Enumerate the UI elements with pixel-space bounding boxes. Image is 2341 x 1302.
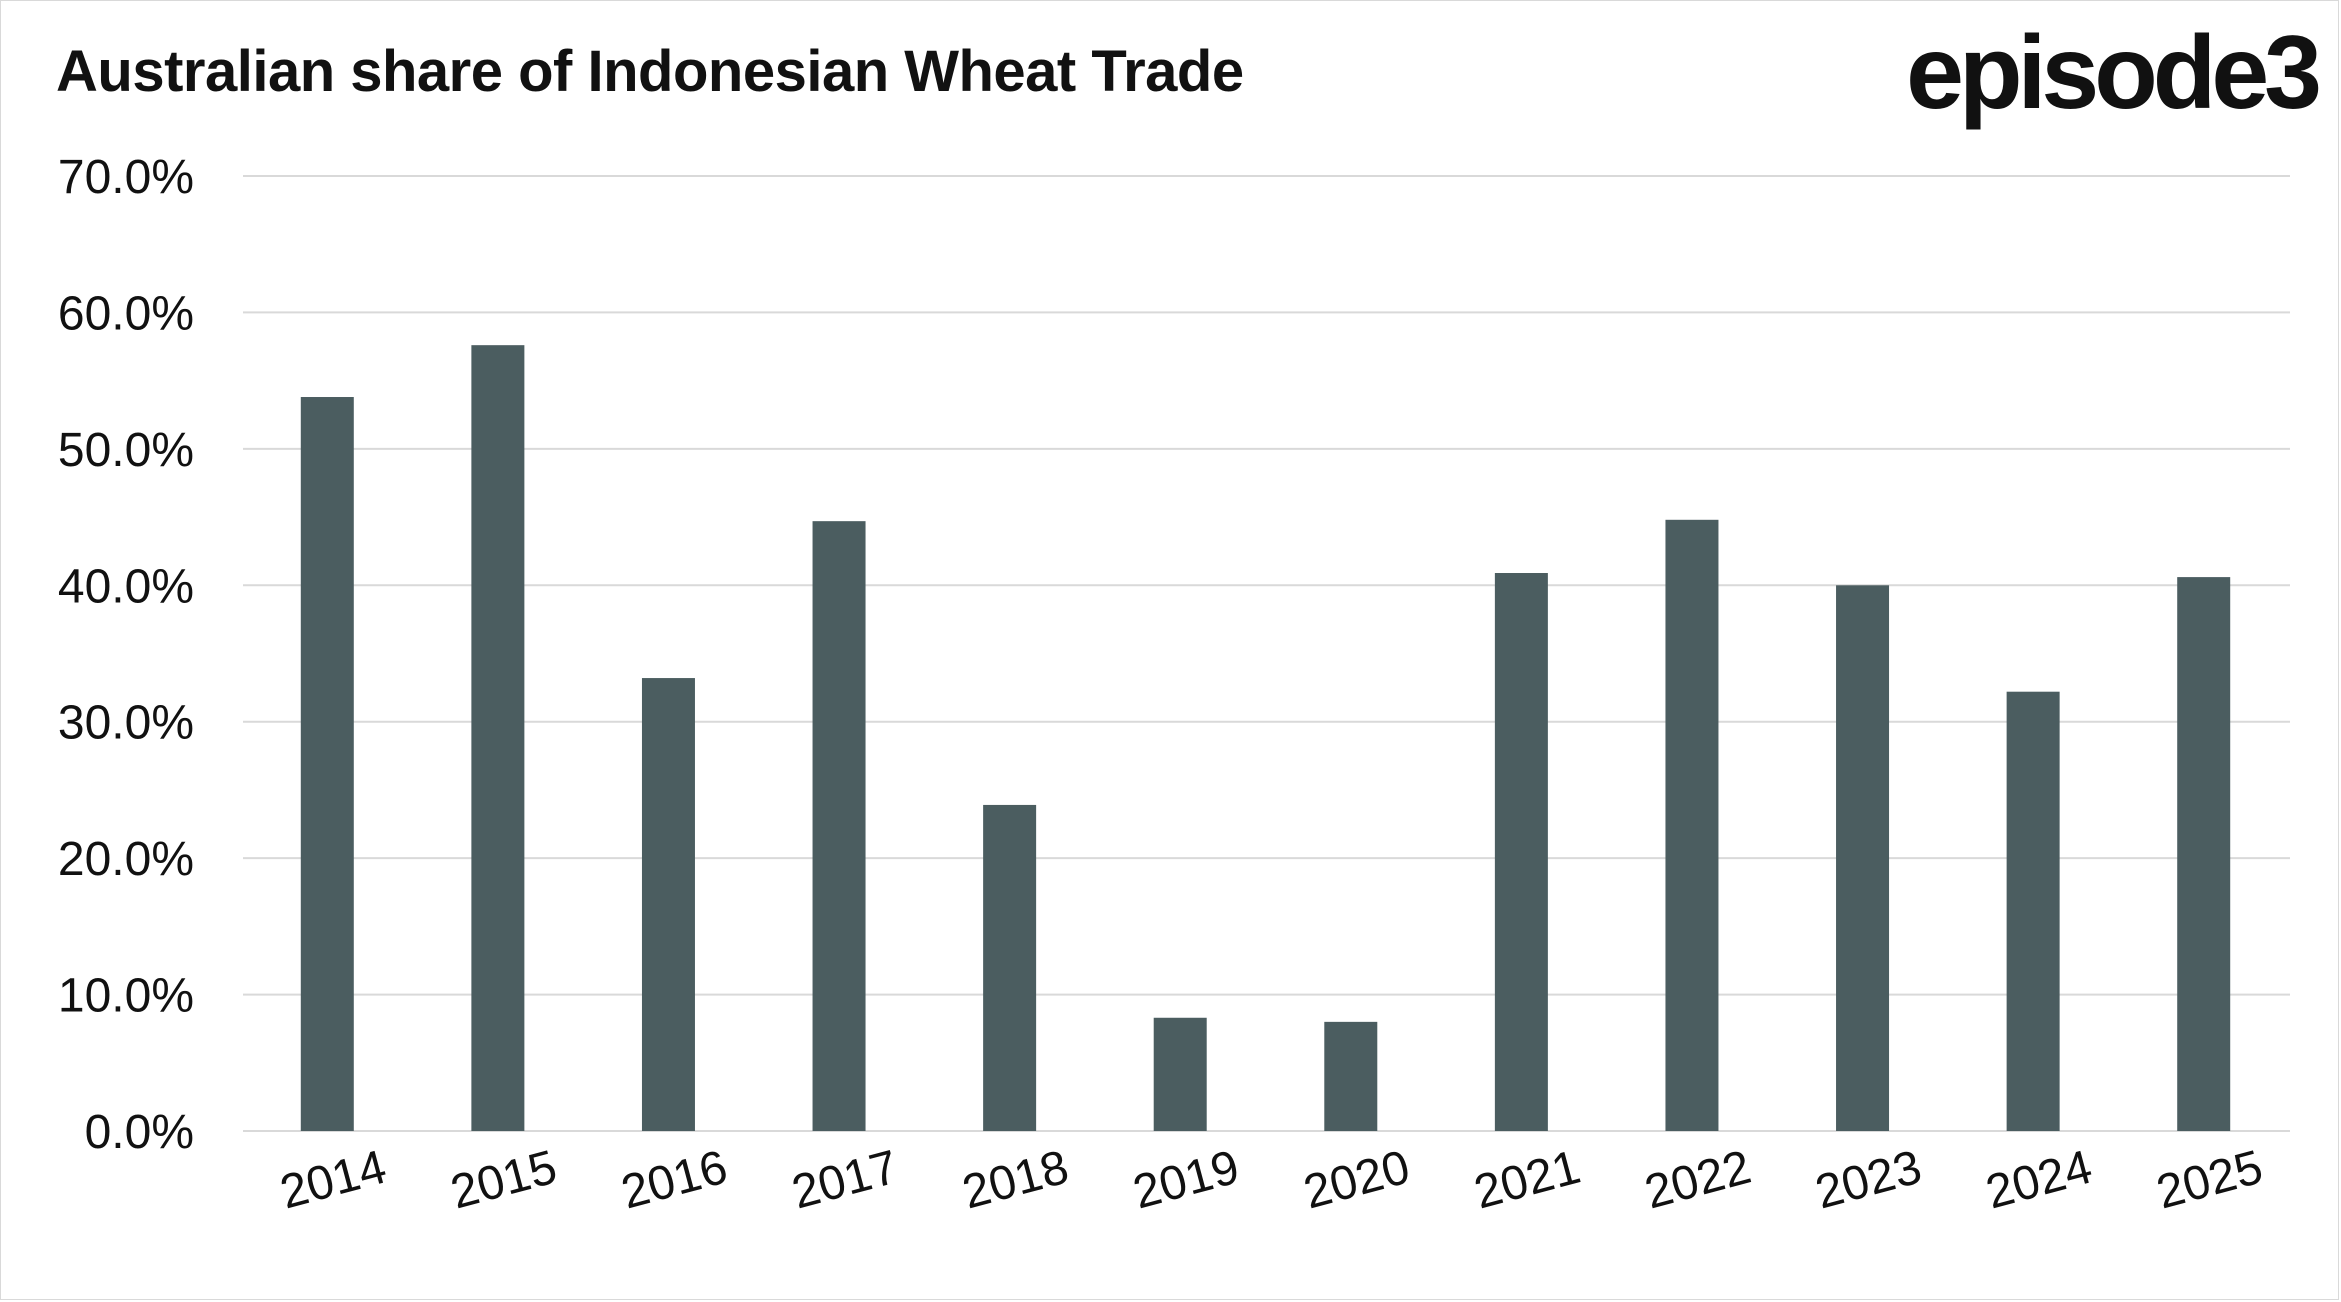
bars [300,345,2231,1132]
y-tick-label: 30.0% [58,697,194,750]
x-tick-label: 2016 [616,1141,733,1220]
y-tick-label: 10.0% [58,970,194,1023]
bar-2022 [1665,519,1719,1131]
x-tick-label: 2018 [957,1141,1074,1220]
gridlines [243,175,2290,1132]
bar-2019 [1153,1017,1207,1131]
x-tick-label: 2022 [1640,1141,1757,1220]
x-tick-label: 2025 [2151,1141,2268,1220]
bar-2024 [2006,691,2060,1131]
bar-2014 [300,397,354,1131]
bar-2017 [812,521,866,1131]
bar-2018 [983,804,1037,1131]
y-tick-label: 70.0% [58,151,194,204]
bar-2023 [1836,585,1890,1131]
episode3-logo: episode3 [1906,15,2322,131]
x-tick-label: 2019 [1128,1141,1245,1220]
y-tick-label: 0.0% [85,1106,194,1159]
chart-title: Australian share of Indonesian Wheat Tra… [56,39,1244,104]
y-tick-label: 20.0% [58,833,194,886]
bar-2016 [641,678,695,1131]
y-tick-label: 60.0% [58,287,194,340]
bar-2025 [2177,577,2231,1131]
x-tick-label: 2021 [1469,1141,1586,1220]
x-axis-ticks: 2014 2015 2016 2017 2018 2019 2020 2021 2022 2023… [275,1141,2268,1220]
bar-2020 [1324,1021,1378,1131]
y-tick-label: 50.0% [58,424,194,477]
bar-2021 [1494,573,1548,1131]
y-axis-ticks: 0.0% 10.0% 20.0% 30.0% 40.0% 50.0% 60.0% 70.0% [58,151,194,1159]
x-tick-label: 2015 [445,1141,562,1220]
x-tick-label: 2014 [275,1141,392,1220]
x-tick-label: 2020 [1298,1141,1415,1220]
x-tick-label: 2024 [1981,1141,2098,1220]
y-tick-label: 40.0% [58,560,194,613]
bar-2015 [471,345,525,1132]
x-tick-label: 2017 [787,1141,904,1220]
x-tick-label: 2023 [1810,1141,1927,1220]
